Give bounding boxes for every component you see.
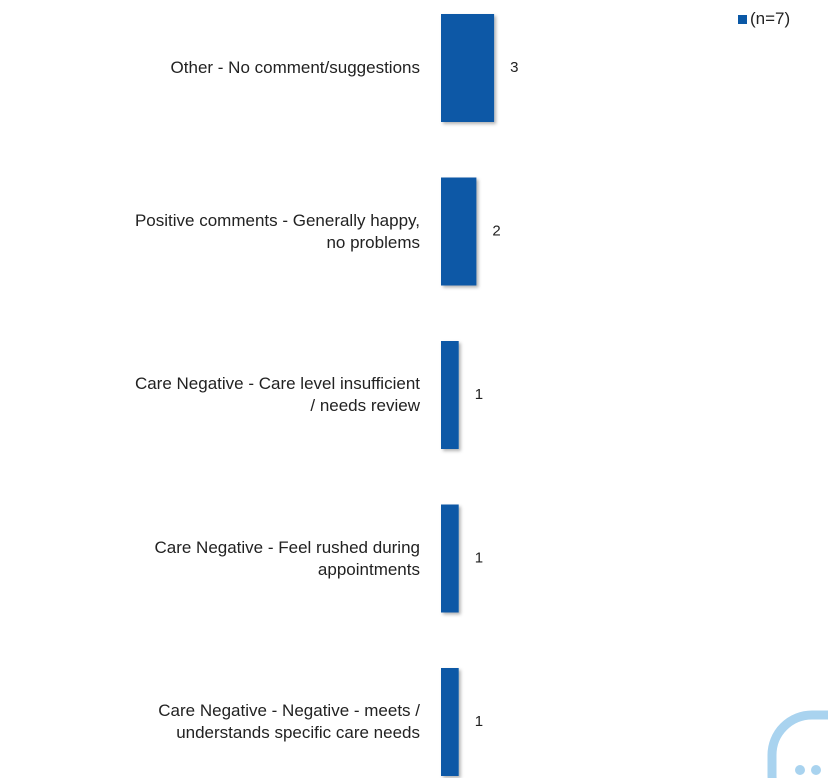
data-label: 1 <box>475 386 483 403</box>
data-label: 3 <box>510 59 518 76</box>
legend: (n=7) <box>738 9 790 29</box>
bar <box>441 504 459 613</box>
data-label: 1 <box>475 549 483 566</box>
category-label: Positive comments - Generally happy, no … <box>134 210 420 252</box>
category-label: Care Negative - Feel rushed during appoi… <box>154 537 420 579</box>
bar <box>441 14 495 122</box>
category-label: Care Negative - Care level insufficient … <box>134 374 420 415</box>
category-label: Care Negative - Negative - meets / under… <box>158 701 420 742</box>
bar <box>441 668 459 776</box>
bar <box>441 341 459 449</box>
bar <box>441 177 477 286</box>
data-label: 1 <box>475 713 483 730</box>
category-label: Other - No comment/suggestions <box>170 58 420 77</box>
legend-swatch <box>738 14 747 24</box>
data-label: 2 <box>492 222 500 239</box>
logo <box>767 710 828 778</box>
legend-label: (n=7) <box>750 9 791 28</box>
